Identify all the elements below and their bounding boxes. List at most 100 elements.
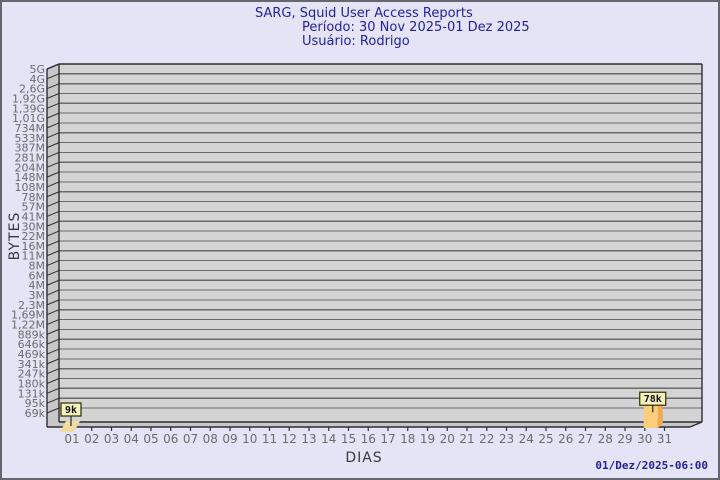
- y-tick: [46, 171, 60, 178]
- y-tick-label: 734M: [15, 122, 46, 135]
- y-tick: [46, 161, 60, 168]
- y-tick: [46, 83, 60, 90]
- y-tick-label: 108M: [15, 181, 46, 194]
- y-tick-label: 22M: [22, 230, 46, 243]
- y-tick-label: 1,69M: [11, 309, 45, 322]
- x-tick-label: 13: [301, 432, 316, 446]
- x-tick-label: 30: [637, 432, 652, 446]
- y-tick-label: 6M: [29, 269, 46, 282]
- y-tick-label: 387M: [15, 142, 46, 155]
- y-tick-label: 247k: [18, 368, 46, 381]
- y-axis-title: BYTES: [7, 211, 23, 261]
- bar-side-face: [657, 400, 663, 428]
- x-tick-label: 07: [183, 432, 198, 446]
- x-tick-label: 15: [341, 432, 356, 446]
- x-axis-title: DIAS: [345, 450, 383, 466]
- bar-day-01: [60, 421, 80, 432]
- y-tick-label: 1,22M: [11, 319, 45, 332]
- y-tick: [46, 368, 60, 375]
- y-tick: [46, 348, 60, 355]
- y-tick: [46, 309, 60, 316]
- y-tick-label: 646k: [18, 338, 46, 351]
- x-tick-label: 03: [104, 432, 119, 446]
- x-tick-label: 02: [84, 432, 99, 446]
- value-box: [639, 391, 667, 406]
- y-tick: [46, 358, 60, 365]
- generation-timestamp: 01/Dez/2025-06:00: [595, 459, 708, 472]
- y-tick: [46, 397, 60, 404]
- x-tick-label: 25: [538, 432, 553, 446]
- y-tick-label: 78M: [22, 191, 46, 204]
- y-tick: [46, 63, 60, 70]
- value-box: [60, 402, 82, 417]
- y-tick: [46, 407, 60, 414]
- y-tick: [46, 102, 60, 109]
- y-tick-label: 2,3M: [18, 299, 45, 312]
- x-tick-label: 18: [400, 432, 415, 446]
- y-tick: [46, 201, 60, 208]
- x-tick-label: 04: [124, 432, 139, 446]
- x-tick-label: 08: [203, 432, 218, 446]
- x-tick-label: 06: [163, 432, 178, 446]
- x-tick-label: 24: [519, 432, 534, 446]
- y-tick: [46, 122, 60, 129]
- x-tick-label: 01: [64, 432, 79, 446]
- x-tick-label: 31: [657, 432, 672, 446]
- y-tick: [46, 210, 60, 217]
- x-tick-label: 21: [459, 432, 474, 446]
- x-tick-label: 20: [440, 432, 455, 446]
- x-tick-label: 05: [143, 432, 158, 446]
- x-tick-label: 17: [380, 432, 395, 446]
- y-tick-label: 889k: [18, 328, 46, 341]
- y-tick: [46, 112, 60, 119]
- y-tick-label: 2,6G: [19, 83, 45, 96]
- x-tick-label: 14: [321, 432, 336, 446]
- left-wall: [47, 64, 59, 427]
- y-tick-label: 57M: [22, 201, 46, 214]
- y-tick-label: 1,92G: [12, 92, 45, 105]
- y-tick: [46, 279, 60, 286]
- y-tick: [46, 191, 60, 198]
- y-tick-label: 11M: [22, 250, 46, 263]
- y-tick-label: 69k: [25, 407, 46, 420]
- y-tick-label: 533M: [15, 132, 46, 145]
- y-tick: [46, 230, 60, 237]
- y-tick-label: 131k: [18, 387, 46, 400]
- y-tick: [46, 181, 60, 188]
- y-tick-label: 341k: [18, 358, 46, 371]
- y-tick-label: 8M: [29, 260, 46, 273]
- y-tick-label: 1,01G: [12, 112, 45, 125]
- y-tick: [46, 269, 60, 276]
- y-tick: [46, 328, 60, 335]
- y-tick: [46, 151, 60, 158]
- y-tick-label: 3M: [29, 289, 46, 302]
- report-user: Usuário: Rodrigo: [302, 34, 410, 49]
- bar-day-30: [643, 404, 658, 428]
- report-period: Período: 30 Nov 2025-01 Dez 2025: [302, 20, 530, 35]
- y-tick-label: 30M: [22, 220, 46, 233]
- y-tick-label: 148M: [15, 171, 46, 184]
- y-tick: [46, 142, 60, 149]
- y-tick: [46, 93, 60, 99]
- floor-corner-edge: [689, 421, 703, 428]
- x-tick-label: 16: [361, 432, 376, 446]
- x-tick-label: 12: [282, 432, 297, 446]
- x-tick-label: 10: [242, 432, 257, 446]
- x-tick-label: 19: [420, 432, 435, 446]
- y-tick: [46, 250, 60, 257]
- y-tick-label: 1,39G: [12, 102, 45, 115]
- floor: [47, 422, 702, 427]
- y-tick: [46, 132, 60, 139]
- y-tick-label: 4G: [29, 73, 45, 86]
- bar-value-label: 78k: [644, 394, 662, 405]
- y-tick: [46, 319, 60, 326]
- y-tick-label: 4M: [29, 279, 46, 292]
- x-tick-label: 23: [499, 432, 514, 446]
- y-tick: [46, 240, 60, 247]
- y-tick: [46, 220, 60, 227]
- x-tick-label: 09: [222, 432, 237, 446]
- y-tick-label: 204M: [15, 161, 46, 174]
- y-tick-label: 95k: [25, 397, 46, 410]
